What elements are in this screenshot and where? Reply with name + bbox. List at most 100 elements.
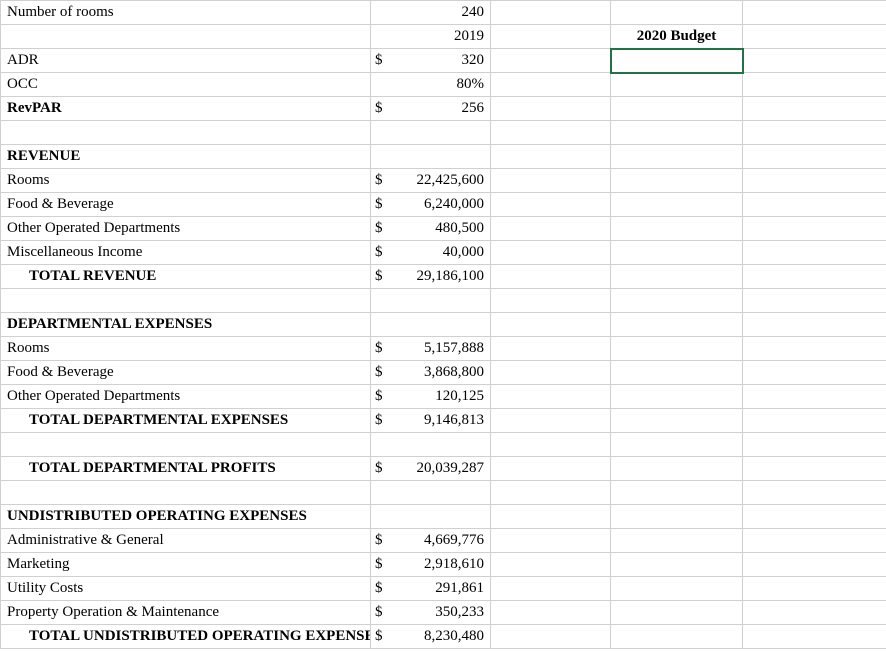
budget-cell[interactable] [611,265,743,289]
end-cell[interactable] [743,313,886,337]
spacer-cell[interactable] [491,265,611,289]
empty-cell[interactable] [611,481,743,505]
empty-cell[interactable] [743,289,886,313]
empty-cell[interactable] [491,121,611,145]
empty-cell[interactable] [1,121,371,145]
currency-symbol[interactable]: $ [371,553,399,577]
budget-cell[interactable] [611,49,743,73]
cell-value[interactable]: 3,868,800 [399,361,491,385]
empty-cell[interactable] [743,481,886,505]
currency-symbol[interactable]: $ [371,409,399,433]
currency-symbol[interactable]: $ [371,385,399,409]
spacer-cell[interactable] [491,145,611,169]
row-label[interactable]: Property Operation & Maintenance [1,601,371,625]
cell-value[interactable]: 40,000 [399,241,491,265]
spacer-cell[interactable] [491,193,611,217]
end-cell[interactable] [743,241,886,265]
cell-value[interactable]: 256 [399,97,491,121]
empty-cell[interactable] [611,433,743,457]
end-cell[interactable] [743,577,886,601]
empty-cell[interactable] [399,289,491,313]
budget-cell[interactable] [611,169,743,193]
cell-value[interactable]: 291,861 [399,577,491,601]
end-cell[interactable] [743,361,886,385]
row-label[interactable]: Miscellaneous Income [1,241,371,265]
cell-value[interactable]: 9,146,813 [399,409,491,433]
end-cell[interactable] [743,337,886,361]
budget-cell[interactable] [611,529,743,553]
budget-header-cell[interactable]: 2020 Budget [611,25,743,49]
row-label[interactable]: RevPAR [1,97,371,121]
section-header[interactable]: DEPARTMENTAL EXPENSES [1,313,371,337]
empty-cell[interactable] [1,289,371,313]
budget-cell[interactable] [611,313,743,337]
cell-value[interactable]: 240 [399,1,491,25]
spacer-cell[interactable] [491,385,611,409]
budget-cell[interactable] [611,625,743,649]
empty-cell[interactable] [1,481,371,505]
empty-cell[interactable] [371,289,399,313]
empty-cell[interactable] [743,121,886,145]
currency-symbol[interactable]: $ [371,49,399,73]
currency-symbol[interactable]: $ [371,97,399,121]
row-label[interactable]: Other Operated Departments [1,217,371,241]
empty-cell[interactable] [371,121,399,145]
row-label[interactable] [1,25,371,49]
cell-value[interactable]: 29,186,100 [399,265,491,289]
empty-cell[interactable] [371,313,399,337]
section-header[interactable]: UNDISTRIBUTED OPERATING EXPENSES [1,505,371,529]
spacer-cell[interactable] [491,337,611,361]
row-label[interactable]: Rooms [1,337,371,361]
spacer-cell[interactable] [491,577,611,601]
section-header[interactable]: REVENUE [1,145,371,169]
spacer-cell[interactable] [491,505,611,529]
cell-value[interactable]: 22,425,600 [399,169,491,193]
end-cell[interactable] [743,1,886,25]
empty-cell[interactable] [371,505,399,529]
spacer-cell[interactable] [491,457,611,481]
budget-cell[interactable] [611,145,743,169]
end-cell[interactable] [743,169,886,193]
cell-value[interactable]: 350,233 [399,601,491,625]
currency-symbol[interactable]: $ [371,529,399,553]
row-label[interactable]: TOTAL DEPARTMENTAL EXPENSES [1,409,371,433]
empty-cell[interactable] [399,505,491,529]
end-cell[interactable] [743,625,886,649]
budget-cell[interactable] [611,337,743,361]
row-label[interactable]: Marketing [1,553,371,577]
empty-cell[interactable] [743,433,886,457]
cell-value[interactable]: 5,157,888 [399,337,491,361]
cell-value[interactable]: 8,230,480 [399,625,491,649]
end-cell[interactable] [743,193,886,217]
row-label[interactable]: TOTAL REVENUE [1,265,371,289]
empty-cell[interactable] [371,433,399,457]
empty-cell[interactable] [399,313,491,337]
row-label[interactable]: TOTAL UNDISTRIBUTED OPERATING EXPENSES [1,625,371,649]
end-cell[interactable] [743,217,886,241]
empty-cell[interactable] [399,433,491,457]
currency-symbol[interactable]: $ [371,601,399,625]
cell-value[interactable]: 4,669,776 [399,529,491,553]
empty-cell[interactable] [371,145,399,169]
budget-cell[interactable] [611,505,743,529]
currency-symbol[interactable]: $ [371,577,399,601]
spacer-cell[interactable] [491,409,611,433]
empty-cell[interactable] [399,121,491,145]
empty-cell[interactable] [399,481,491,505]
cell-year[interactable]: 2019 [399,25,491,49]
row-label[interactable]: Other Operated Departments [1,385,371,409]
budget-cell[interactable] [611,577,743,601]
budget-cell[interactable] [611,73,743,97]
empty-cell[interactable] [491,481,611,505]
cell-value[interactable]: 20,039,287 [399,457,491,481]
budget-cell[interactable] [611,385,743,409]
currency-symbol[interactable]: $ [371,361,399,385]
end-cell[interactable] [743,601,886,625]
budget-cell[interactable] [611,457,743,481]
budget-cell[interactable] [611,193,743,217]
spacer-cell[interactable] [491,529,611,553]
cell-value[interactable]: 120,125 [399,385,491,409]
currency-symbol[interactable]: $ [371,625,399,649]
row-label[interactable]: TOTAL DEPARTMENTAL PROFITS [1,457,371,481]
currency-symbol[interactable]: $ [371,265,399,289]
